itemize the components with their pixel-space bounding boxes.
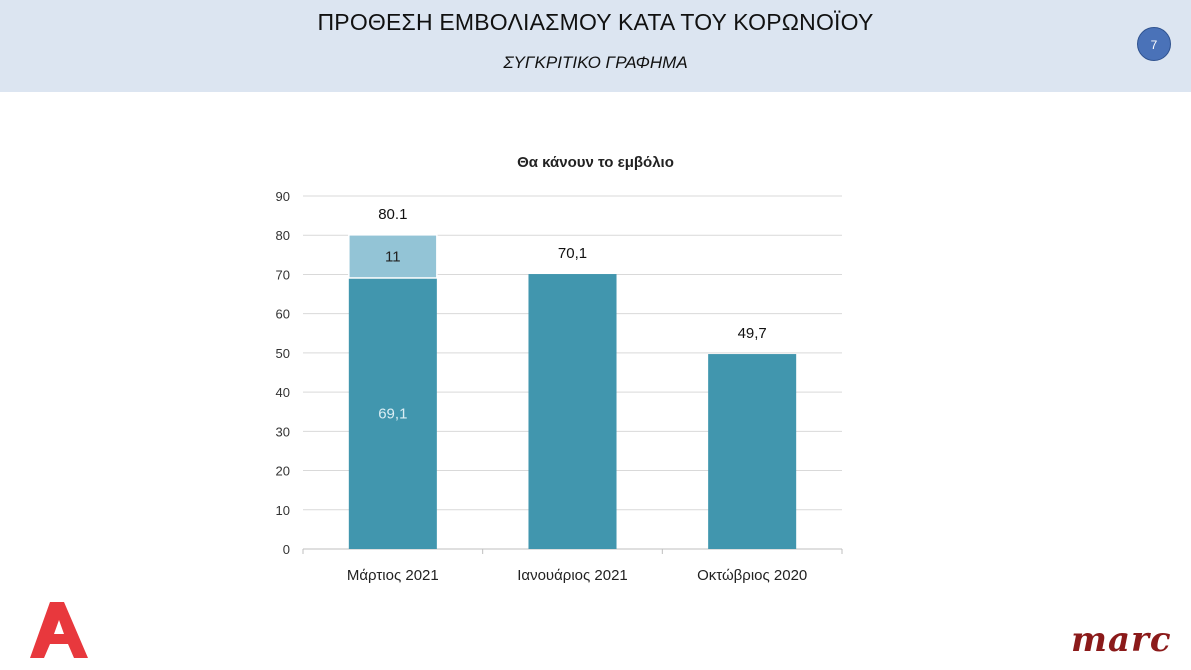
total-label: 80.1 <box>378 206 407 223</box>
header-banner: ΠΡΟΘΕΣΗ ΕΜΒΟΛΙΑΣΜΟΥ ΚΑΤΑ ΤΟΥ ΚΟΡΩΝΟΪΟΥ Σ… <box>0 0 1191 92</box>
total-label: 70,1 <box>558 245 587 262</box>
y-tick-label: 80 <box>276 228 290 243</box>
data-label: 69,1 <box>378 405 407 422</box>
y-tick-label: 60 <box>276 307 290 322</box>
bar-segment <box>528 274 617 549</box>
y-tick-label: 90 <box>276 189 290 204</box>
y-tick-label: 70 <box>276 267 290 282</box>
page-title: ΠΡΟΘΕΣΗ ΕΜΒΟΛΙΑΣΜΟΥ ΚΑΤΑ ΤΟΥ ΚΟΡΩΝΟΪΟΥ <box>317 9 874 35</box>
page-number-badge: 7 <box>1137 27 1171 61</box>
y-tick-label: 30 <box>276 424 290 439</box>
x-tick-label: Ιανουάριος 2021 <box>517 567 628 584</box>
data-label: 11 <box>385 248 401 265</box>
y-tick-label: 50 <box>276 346 290 361</box>
alpha-logo-icon: A <box>30 602 88 658</box>
bar-segment <box>348 234 438 279</box>
marc-logo: marc <box>1071 620 1172 660</box>
page-subtitle: ΣΥΓΚΡΙΤΙΚΟ ΓΡΑΦΗΜΑ <box>503 53 688 72</box>
y-tick-label: 40 <box>276 385 290 400</box>
y-tick-label: 20 <box>276 464 290 479</box>
bar-segment <box>708 354 797 549</box>
x-tick-label: Οκτώβριος 2020 <box>697 567 807 584</box>
x-tick-label: Μάρτιος 2021 <box>347 567 439 584</box>
y-tick-label: 10 <box>276 503 290 518</box>
y-tick-label: 0 <box>283 542 290 557</box>
total-label: 49,7 <box>738 325 767 342</box>
bar-segment <box>348 277 437 549</box>
chart-title: Θα κάνουν το εμβόλιο <box>517 154 674 171</box>
